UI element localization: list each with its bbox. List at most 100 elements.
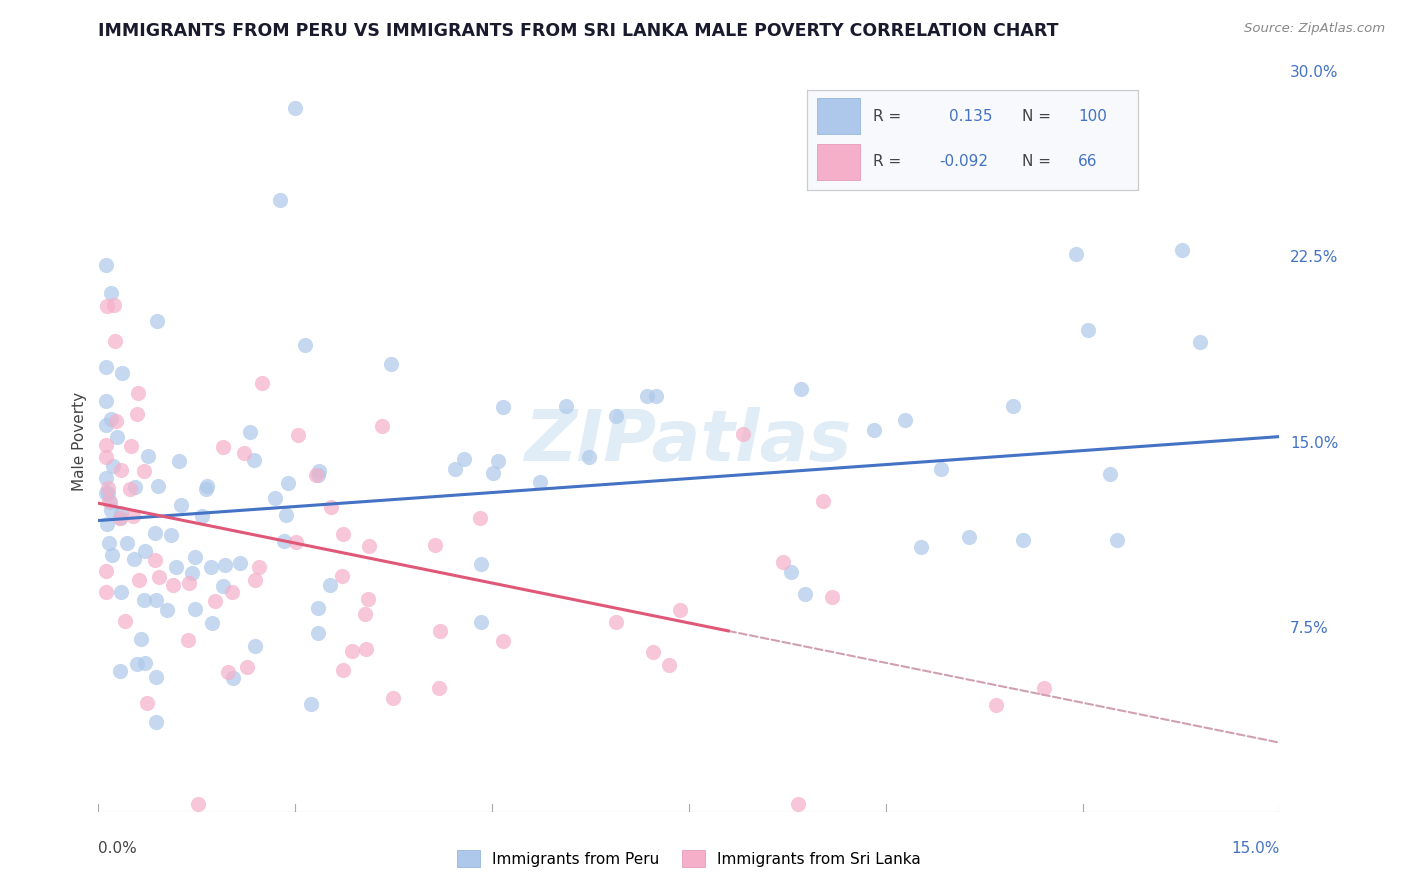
- Text: IMMIGRANTS FROM PERU VS IMMIGRANTS FROM SRI LANKA MALE POVERTY CORRELATION CHART: IMMIGRANTS FROM PERU VS IMMIGRANTS FROM …: [98, 22, 1059, 40]
- Point: [96, 564, 118, 578]
- Point: [191, 508, 214, 523]
- Point: [124, 480, 146, 494]
- Point: [212, 440, 235, 454]
- Point: [492, 633, 515, 648]
- Point: [122, 508, 145, 523]
- Point: [357, 539, 380, 553]
- Point: [136, 696, 159, 710]
- Point: [125, 407, 148, 421]
- Text: ZIPatlas: ZIPatlas: [526, 407, 852, 476]
- Point: [1171, 243, 1194, 257]
- Point: [100, 502, 122, 516]
- Point: [160, 528, 183, 542]
- Point: [274, 508, 297, 522]
- Point: [200, 560, 222, 574]
- Point: [605, 409, 627, 423]
- Point: [235, 660, 257, 674]
- Point: [340, 644, 363, 658]
- Point: [125, 657, 148, 672]
- Point: [134, 656, 156, 670]
- Point: [97, 485, 120, 500]
- Point: [929, 461, 952, 475]
- Point: [114, 614, 136, 628]
- Point: [380, 357, 402, 371]
- Point: [110, 584, 132, 599]
- Point: [1001, 400, 1024, 414]
- Point: [794, 587, 817, 601]
- Point: [332, 663, 354, 677]
- Point: [96, 258, 118, 272]
- Point: [790, 382, 813, 396]
- Point: [148, 569, 170, 583]
- Point: [156, 603, 179, 617]
- Point: [96, 394, 118, 409]
- Point: [307, 467, 329, 482]
- Point: [211, 579, 233, 593]
- Point: [245, 639, 267, 653]
- Point: [658, 658, 681, 673]
- Point: [146, 478, 169, 492]
- Point: [1188, 335, 1211, 350]
- Point: [96, 584, 118, 599]
- Text: Source: ZipAtlas.com: Source: ZipAtlas.com: [1244, 22, 1385, 36]
- Point: [145, 593, 167, 607]
- Point: [111, 367, 134, 381]
- Point: [165, 560, 187, 574]
- Point: [103, 459, 125, 474]
- Legend: Immigrants from Peru, Immigrants from Sri Lanka: Immigrants from Peru, Immigrants from Sr…: [457, 850, 921, 867]
- Point: [986, 698, 1008, 712]
- Point: [294, 338, 316, 352]
- Point: [229, 556, 252, 570]
- Point: [115, 536, 138, 550]
- Point: [636, 389, 658, 403]
- Point: [96, 516, 118, 531]
- Point: [957, 530, 980, 544]
- Point: [108, 664, 131, 678]
- Point: [264, 491, 287, 505]
- Point: [668, 603, 690, 617]
- Point: [1107, 533, 1129, 548]
- Point: [605, 615, 627, 630]
- Point: [470, 615, 492, 629]
- Point: [423, 538, 446, 552]
- Point: [470, 557, 492, 571]
- Point: [97, 481, 120, 495]
- Point: [136, 449, 159, 463]
- Point: [307, 625, 329, 640]
- Point: [132, 593, 155, 607]
- Point: [177, 632, 200, 647]
- Point: [97, 494, 120, 508]
- Point: [110, 511, 132, 525]
- Point: [1111, 168, 1133, 182]
- Point: [1011, 533, 1033, 547]
- Point: [273, 533, 295, 548]
- Point: [554, 399, 576, 413]
- Point: [733, 426, 755, 441]
- Point: [354, 607, 377, 621]
- Point: [371, 418, 394, 433]
- Point: [243, 453, 266, 467]
- Point: [184, 602, 207, 616]
- Point: [98, 535, 121, 549]
- Point: [641, 645, 664, 659]
- Point: [105, 430, 128, 444]
- Point: [492, 401, 515, 415]
- Point: [217, 665, 239, 679]
- Point: [131, 632, 153, 646]
- Point: [453, 451, 475, 466]
- Point: [486, 454, 509, 468]
- Point: [145, 715, 167, 730]
- Point: [146, 314, 169, 328]
- Point: [780, 566, 803, 580]
- Point: [319, 578, 342, 592]
- Point: [120, 483, 142, 497]
- Point: [1098, 467, 1121, 481]
- Point: [145, 670, 167, 684]
- Point: [181, 566, 204, 580]
- Point: [132, 464, 155, 478]
- Point: [1064, 247, 1087, 261]
- Point: [468, 511, 491, 525]
- Point: [299, 698, 322, 712]
- Point: [578, 450, 600, 464]
- Point: [307, 600, 329, 615]
